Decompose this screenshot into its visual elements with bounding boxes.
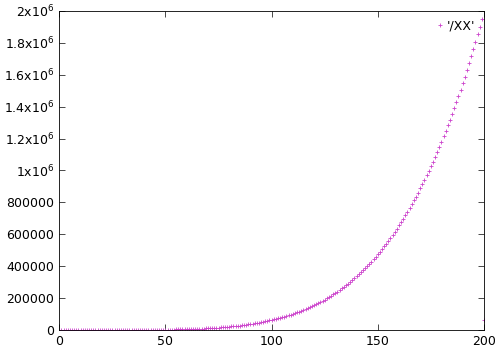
'/XX' (447, 118, 453, 122)
Line: '/XX': '/XX' (60, 17, 484, 332)
'/XX' (209, 326, 215, 330)
'/XX' (422, 178, 428, 182)
'/XX' (248, 322, 254, 326)
Legend: '/XX': '/XX' (434, 17, 478, 35)
'/XX' (464, 68, 470, 72)
'/XX' (273, 317, 279, 321)
'/XX' (479, 17, 485, 21)
'/XX' (58, 328, 64, 332)
